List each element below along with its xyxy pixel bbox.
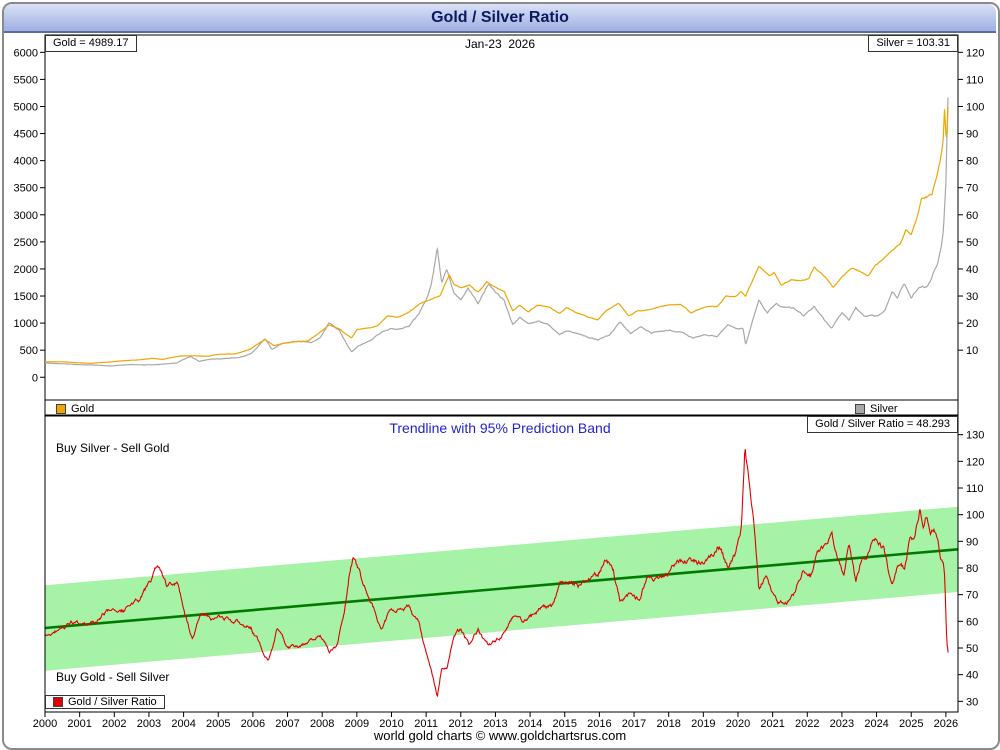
x-axis-label: 2015 <box>552 718 576 730</box>
y-axis-label: 120 <box>966 456 984 468</box>
y-axis-label: 30 <box>966 291 978 303</box>
y-axis-label: 4500 <box>14 129 38 141</box>
y-axis-label: 80 <box>966 563 978 575</box>
y-axis-label: 4000 <box>14 156 38 168</box>
x-axis-label: 2005 <box>206 718 230 730</box>
gold-value-label: Gold = 4989.17 <box>45 35 137 52</box>
y-axis-label: 40 <box>966 264 978 276</box>
y-axis-label: 90 <box>966 129 978 141</box>
x-axis-label: 2004 <box>171 718 195 730</box>
x-axis-label: 2018 <box>656 718 680 730</box>
y-axis-label: 50 <box>966 643 978 655</box>
x-axis-label: 2012 <box>449 718 473 730</box>
ratio-series-line <box>44 449 949 698</box>
x-axis-label: 2006 <box>241 718 265 730</box>
y-axis-label: 50 <box>966 237 978 249</box>
silver-legend-item: Silver <box>855 403 898 415</box>
footer: world gold charts © www.goldchartsrus.co… <box>373 728 627 743</box>
y-axis-label: 1500 <box>14 291 38 303</box>
x-axis-label: 2002 <box>102 718 126 730</box>
y-axis-label: 100 <box>966 101 984 113</box>
y-axis-label: 500 <box>20 345 38 357</box>
y-axis-label: 20 <box>966 318 978 330</box>
x-axis-label: 2016 <box>587 718 611 730</box>
x-axis-label: 2010 <box>379 718 403 730</box>
x-axis-label: 2022 <box>795 718 819 730</box>
silver-legend-swatch <box>855 404 865 414</box>
gold-legend-label: Gold <box>71 403 95 415</box>
y-axis-label: 5500 <box>14 74 38 86</box>
x-axis-label: 2003 <box>137 718 161 730</box>
silver-legend-label: Silver <box>870 403 898 415</box>
y-axis-label: 0 <box>32 372 38 384</box>
x-axis-label: 2011 <box>414 718 438 730</box>
y-axis-label: 130 <box>966 430 984 442</box>
top-plot-box <box>44 34 959 416</box>
y-axis-label: 3000 <box>14 210 38 222</box>
x-axis-label: 2007 <box>275 718 299 730</box>
bottom-plot-border <box>44 415 959 713</box>
silver-value-label: Silver = 103.31 <box>868 35 958 52</box>
y-axis-label: 110 <box>966 483 984 495</box>
x-axis-label: 2020 <box>726 718 750 730</box>
y-axis-label: 70 <box>966 183 978 195</box>
zone-label-buy-silver: Buy Silver - Sell Gold <box>56 441 170 455</box>
title-bar: Gold / Silver Ratio <box>4 4 996 33</box>
y-axis-label: 6000 <box>14 47 38 59</box>
y-axis-label: 60 <box>966 616 978 628</box>
y-axis-label: 1000 <box>14 318 38 330</box>
subtitle: Trendline with 95% Prediction Band <box>389 420 611 436</box>
gold-legend-item: Gold <box>56 403 94 415</box>
y-axis-label: 30 <box>966 696 978 708</box>
x-axis-label: 2014 <box>518 718 542 730</box>
y-axis-label: 3500 <box>14 183 38 195</box>
x-axis-label: 2019 <box>691 718 715 730</box>
y-axis-label: 80 <box>966 156 978 168</box>
y-axis-label: 2500 <box>14 237 38 249</box>
y-axis-label: 5000 <box>14 101 38 113</box>
trendline <box>44 548 959 630</box>
gold-series-line <box>44 107 949 364</box>
gold-legend-swatch <box>56 404 66 414</box>
y-axis-label: 10 <box>966 345 978 357</box>
ratio-legend-swatch <box>53 697 63 707</box>
x-axis-label: 2000 <box>33 718 57 730</box>
y-axis-label: 40 <box>966 670 978 682</box>
x-axis-label: 2021 <box>760 718 784 730</box>
y-axis-label: 90 <box>966 536 978 548</box>
x-axis-label: 2008 <box>310 718 334 730</box>
x-axis-label: 2026 <box>934 718 958 730</box>
y-axis-label: 120 <box>966 47 984 59</box>
y-axis-label: 70 <box>966 590 978 602</box>
page-title: Gold / Silver Ratio <box>431 8 569 26</box>
x-axis-label: 2025 <box>899 718 923 730</box>
silver-series-line <box>44 97 949 367</box>
x-axis-label: 2024 <box>864 718 888 730</box>
date-label: Jan-23 2026 <box>464 37 536 51</box>
y-axis-label: 100 <box>966 510 984 522</box>
x-axis-label: 2001 <box>67 718 91 730</box>
ratio-value-label: Gold / Silver Ratio = 48.293 <box>807 416 958 433</box>
ratio-legend-item: Gold / Silver Ratio <box>45 695 165 709</box>
x-axis-label: 2009 <box>345 718 369 730</box>
zone-label-buy-gold: Buy Gold - Sell Silver <box>56 670 170 684</box>
x-axis-label: 2023 <box>830 718 854 730</box>
y-axis-label: 110 <box>966 74 984 86</box>
ratio-legend-label: Gold / Silver Ratio <box>68 696 157 708</box>
y-axis-label: 60 <box>966 210 978 222</box>
x-axis-label: 2017 <box>622 718 646 730</box>
x-axis-label: 2013 <box>483 718 507 730</box>
y-axis-label: 2000 <box>14 264 38 276</box>
